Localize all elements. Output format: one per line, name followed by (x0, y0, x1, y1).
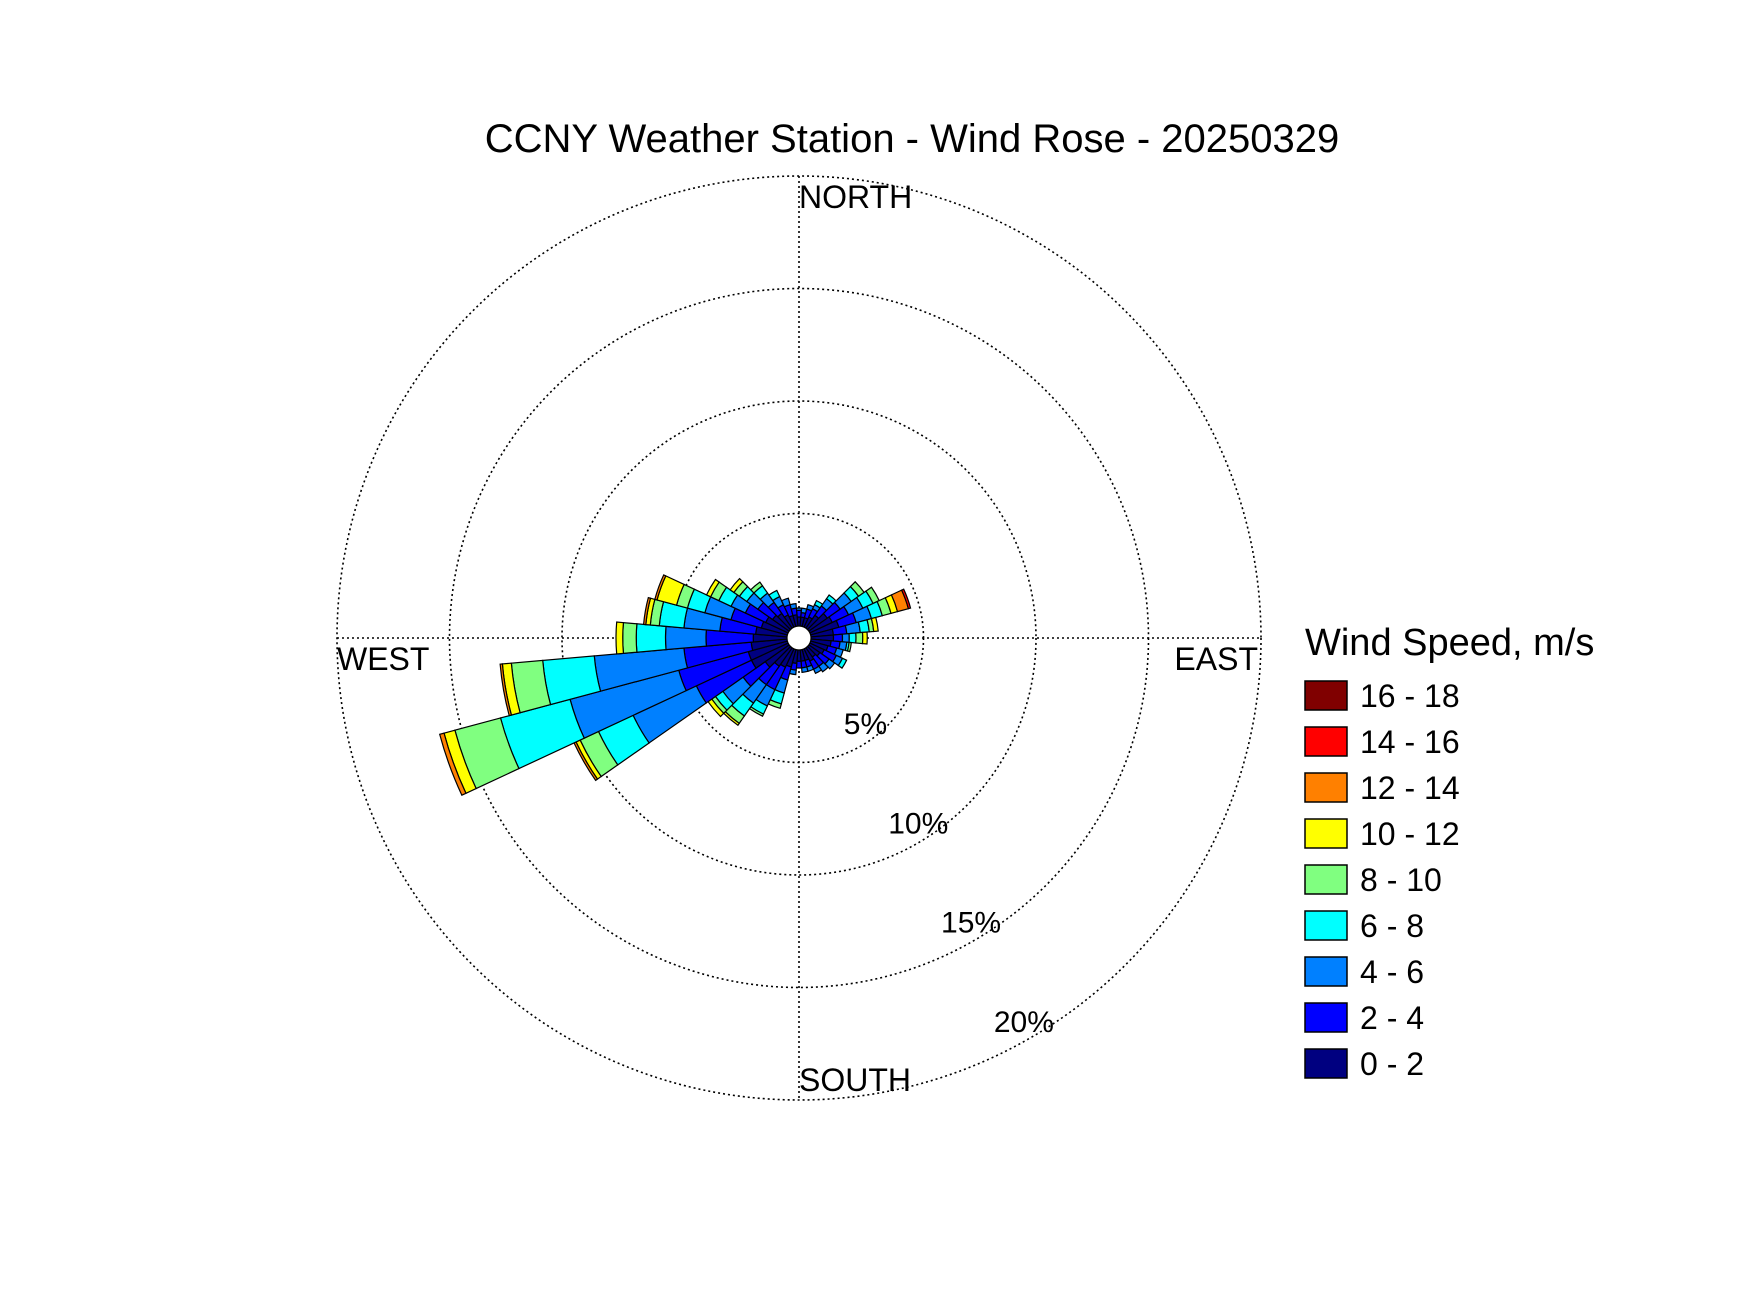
legend-swatch-16-18 (1304, 680, 1348, 711)
sector-150-bin-4-6 (812, 665, 823, 675)
direction-label-north: NORTH (799, 179, 912, 215)
legend-swatch-6-8 (1304, 910, 1348, 941)
legend-swatch-4-6 (1304, 956, 1348, 987)
sector-270-bin-8-10 (622, 621, 638, 655)
ring-label-4: 20% (994, 1006, 1054, 1039)
legend-swatch-14-16 (1304, 726, 1348, 757)
sector-330-bin-6-8 (768, 589, 781, 602)
sector-0-bin-4-6 (795, 607, 803, 612)
sector-310-bin-10-12 (729, 577, 744, 594)
ring-label-3: 15% (941, 907, 1001, 940)
legend-label-10-12: 10 - 12 (1360, 816, 1460, 852)
wind-sectors (438, 574, 912, 797)
sector-100-bin-8-10 (846, 641, 852, 653)
sector-350-bin-4-6 (789, 602, 798, 610)
legend-label-12-14: 12 - 14 (1360, 770, 1460, 806)
ring-labels: 5% 10% 15% 20% (844, 708, 1054, 1039)
sector-90-bin-4-6 (841, 632, 850, 644)
legend-swatch-0-2 (1304, 1048, 1348, 1079)
chart-title: CCNY Weather Station - Wind Rose - 20250… (485, 117, 1340, 161)
sector-320-bin-8-10 (749, 581, 764, 594)
ring-label-2: 10% (888, 807, 948, 840)
sector-120-bin-6-8 (837, 657, 848, 669)
sector-90-bin-6-8 (848, 632, 857, 644)
sector-270-bin-10-12 (615, 621, 625, 655)
legend: 16 - 18 14 - 16 12 - 14 10 - 12 8 - 10 6 - 8 4… (1304, 678, 1460, 1082)
direction-label-south: SOUTH (799, 1062, 911, 1098)
direction-label-east: EAST (1174, 641, 1258, 677)
legend-label-16-18: 16 - 18 (1360, 678, 1460, 714)
legend-label-0-2: 0 - 2 (1360, 1046, 1424, 1082)
legend-label-2-4: 2 - 4 (1360, 1000, 1424, 1036)
direction-label-west: WEST (337, 641, 429, 677)
sector-80-bin-10-12 (870, 616, 879, 633)
sector-300-bin-10-12 (705, 578, 720, 598)
ring-label-1: 5% (844, 708, 887, 741)
legend-swatch-12-14 (1304, 772, 1348, 803)
legend-title: Wind Speed, m/s (1305, 622, 1594, 664)
legend-label-4-6: 4 - 6 (1360, 954, 1424, 990)
legend-swatch-10-12 (1304, 818, 1348, 849)
calm-center-circle (786, 625, 812, 651)
legend-label-8-10: 8 - 10 (1360, 862, 1442, 898)
sector-170-bin-4-6 (800, 666, 809, 674)
sector-90-bin-10-12 (861, 631, 868, 645)
legend-label-6-8: 6 - 8 (1360, 908, 1424, 944)
sector-290-bin-12-14 (654, 574, 667, 601)
sector-280-bin-12-14 (642, 596, 652, 626)
legend-swatch-2-4 (1304, 1002, 1348, 1033)
sector-270-bin-6-8 (635, 623, 667, 653)
legend-swatch-8-10 (1304, 864, 1348, 895)
legend-label-14-16: 14 - 16 (1360, 724, 1460, 760)
sector-90-bin-8-10 (855, 631, 864, 645)
sector-340-bin-4-6 (780, 597, 791, 608)
sector-260-bin-12-14 (499, 663, 513, 717)
sector-250-bin-12-14 (438, 732, 467, 797)
sector-70-bin-14-16 (900, 588, 912, 610)
